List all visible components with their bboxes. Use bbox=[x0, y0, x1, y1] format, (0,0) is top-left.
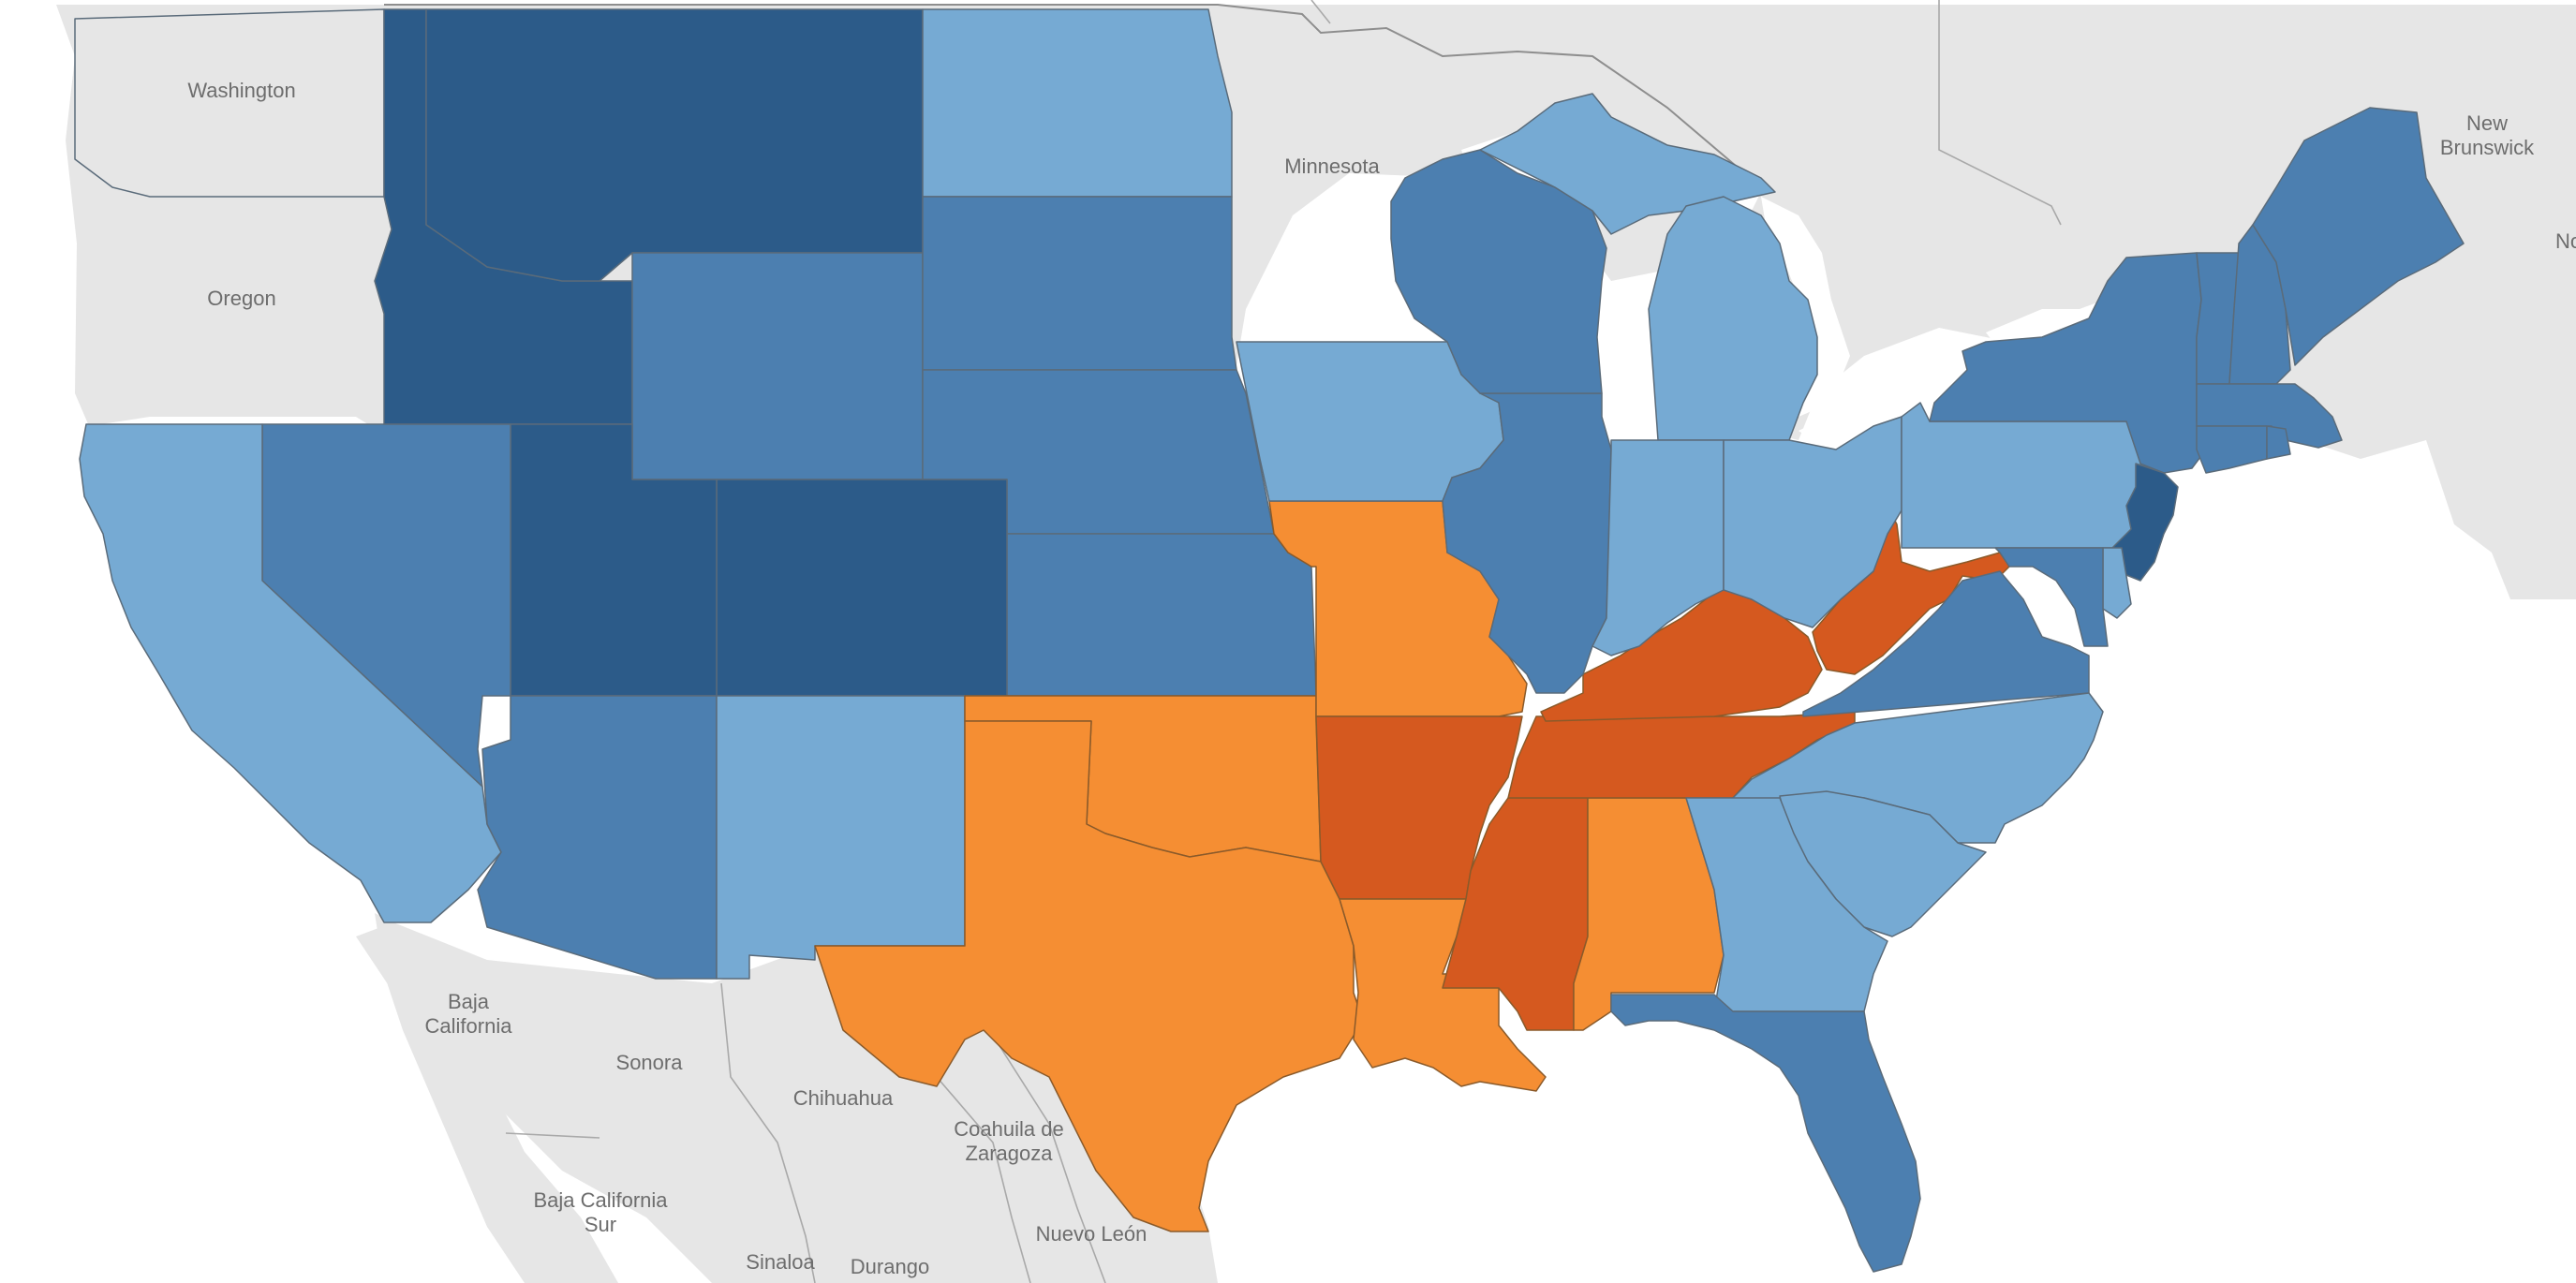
state-kansas[interactable] bbox=[1006, 533, 1317, 697]
state-michigan-lower-peninsula[interactable] bbox=[1648, 196, 1818, 441]
place-label-line: Baja California bbox=[533, 1188, 668, 1212]
place-label-line: Baja bbox=[448, 990, 490, 1013]
state-virginia[interactable] bbox=[1802, 570, 2090, 717]
state-georgia[interactable] bbox=[1685, 797, 1888, 1012]
state-new-jersey[interactable] bbox=[2107, 463, 2179, 582]
lake-erie bbox=[1799, 351, 1986, 440]
place-label-nova-cut: No bbox=[2555, 229, 2576, 253]
state-florida[interactable] bbox=[1610, 994, 1921, 1273]
state-ohio[interactable] bbox=[1723, 416, 1902, 628]
state-north-dakota[interactable] bbox=[922, 8, 1233, 198]
mexico-state-line-4 bbox=[505, 1132, 600, 1139]
mexico-state-line-3 bbox=[983, 1020, 1106, 1283]
state-california[interactable] bbox=[79, 423, 502, 923]
mexico-state-line-1 bbox=[720, 982, 816, 1283]
state-maryland[interactable] bbox=[1994, 547, 2109, 647]
place-label-line: Nuevo León bbox=[1036, 1222, 1147, 1246]
place-label-baja-california: Baja California bbox=[425, 990, 513, 1038]
state-montana[interactable] bbox=[425, 8, 924, 282]
land-mexico bbox=[356, 922, 1218, 1283]
place-label-line: Coahuila de bbox=[954, 1117, 1063, 1141]
state-michigan-upper-peninsula[interactable] bbox=[1479, 93, 1776, 235]
place-label-durango: Durango bbox=[851, 1255, 929, 1278]
place-label-sonora: Sonora bbox=[616, 1051, 684, 1074]
place-labels: Washington Oregon Minnesota New Brunswick No B… bbox=[187, 79, 2576, 1278]
place-label-line: Washington bbox=[187, 79, 295, 102]
place-label-nuevo-leon: Nuevo León bbox=[1036, 1222, 1147, 1246]
state-wyoming[interactable] bbox=[631, 252, 924, 480]
place-label-baja-california-sur: Baja California Sur bbox=[533, 1188, 668, 1236]
place-label-line: New bbox=[2466, 111, 2508, 135]
place-label-chihuahua: Chihuahua bbox=[793, 1086, 894, 1110]
canada-border bbox=[384, 4, 1762, 188]
place-label-line: Oregon bbox=[207, 287, 275, 310]
state-maine[interactable] bbox=[2252, 107, 2465, 366]
place-label-line: Chihuahua bbox=[793, 1086, 894, 1110]
place-label-line: Sur bbox=[585, 1213, 616, 1236]
us-states[interactable] bbox=[74, 8, 2465, 1273]
place-label-line: California bbox=[425, 1014, 513, 1038]
borders bbox=[384, 0, 2062, 1283]
place-label-line: Durango bbox=[851, 1255, 929, 1278]
state-rhode-island[interactable] bbox=[2266, 425, 2291, 460]
place-label-minnesota: Minnesota bbox=[1284, 155, 1380, 178]
state-wisconsin[interactable] bbox=[1390, 149, 1607, 394]
state-louisiana[interactable] bbox=[1339, 898, 1547, 1092]
state-region bbox=[74, 8, 385, 198]
place-label-line: Minnesota bbox=[1284, 155, 1380, 178]
state-colorado[interactable] bbox=[716, 479, 1008, 697]
state-new-mexico[interactable] bbox=[716, 695, 966, 980]
place-label-coahuila: Coahuila de Zaragoza bbox=[954, 1117, 1063, 1165]
state-pennsylvania[interactable] bbox=[1901, 402, 2155, 549]
province-line-1 bbox=[1938, 0, 2062, 226]
place-label-line: No bbox=[2555, 229, 2576, 253]
place-label-line: Sonora bbox=[616, 1051, 684, 1074]
state-texas[interactable] bbox=[814, 720, 1364, 1232]
place-label-line: Sinaloa bbox=[746, 1250, 815, 1274]
place-label-line: Zaragoza bbox=[966, 1142, 1054, 1165]
state-arkansas[interactable] bbox=[1315, 715, 1523, 900]
lake-ontario bbox=[1986, 309, 2108, 345]
state-south-dakota[interactable] bbox=[922, 196, 1237, 371]
land-baja bbox=[375, 913, 618, 1283]
place-label-sinaloa: Sinaloa bbox=[746, 1250, 815, 1274]
land-nova-scotia bbox=[2501, 225, 2576, 337]
place-label-washington: Washington bbox=[187, 79, 295, 102]
place-label-oregon: Oregon bbox=[207, 287, 275, 310]
province-line-2 bbox=[1310, 0, 1331, 24]
place-label-new-brunswick: New Brunswick bbox=[2440, 111, 2535, 159]
place-label-line: Brunswick bbox=[2440, 136, 2535, 159]
